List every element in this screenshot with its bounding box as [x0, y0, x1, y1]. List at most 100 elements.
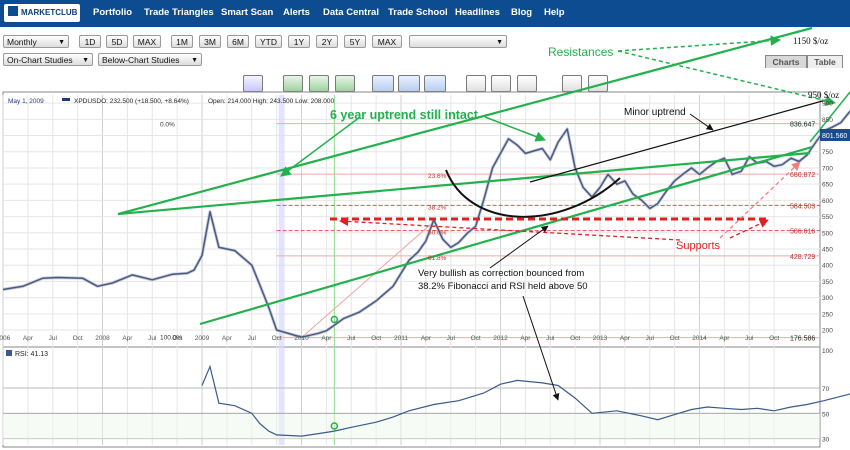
x-tick-label: Apr — [23, 335, 34, 342]
fib-value-label: 506.616 — [790, 229, 815, 236]
resistance-extension — [809, 91, 850, 143]
nav-portfolio[interactable]: Portfolio — [93, 7, 133, 18]
below-chart-studies-select[interactable]: Below-Chart Studies ▼ — [98, 53, 202, 66]
nav-help[interactable]: Help — [544, 7, 565, 18]
x-tick-label: 2008 — [95, 335, 110, 342]
nav-trade-triangles[interactable]: Trade Triangles — [144, 7, 214, 18]
chevron-down-icon: ▼ — [191, 57, 198, 64]
last-price-value: 801.560 — [822, 133, 847, 140]
correction-arc — [445, 169, 621, 218]
uptrend-arrow-right — [484, 116, 546, 142]
x-tick-label: 2010 — [294, 335, 309, 342]
x-tick-label: Jul — [347, 335, 356, 342]
x-tick-label: 2011 — [394, 335, 408, 342]
minor-uptrend-line — [529, 99, 827, 183]
nav-alerts[interactable]: Alerts — [283, 7, 310, 18]
x-tick-label: Oct — [471, 335, 481, 342]
y-tick-label: 450 — [822, 246, 833, 253]
range-button-ytd[interactable]: YTD — [255, 35, 282, 48]
y-tick-label: 350 — [822, 279, 833, 286]
x-tick-label: Jul — [745, 335, 754, 342]
on-chart-studies-select[interactable]: On-Chart Studies ▼ — [3, 53, 93, 66]
nav-blog[interactable]: Blog — [511, 7, 533, 18]
range-button-1y[interactable]: 1Y — [288, 35, 310, 48]
fib-level-label: 61.8% — [428, 255, 447, 262]
highlight-band — [278, 95, 285, 445]
y-tick-label: 650 — [822, 182, 833, 189]
y-tick-label: 250 — [822, 311, 833, 318]
x-tick-label: Apr — [620, 335, 631, 342]
comment-arrow-rsi — [522, 295, 560, 401]
nav-trade-school[interactable]: Trade School — [388, 7, 448, 18]
info-date: May 1, 2009 — [8, 98, 44, 105]
fib-level-label: 50.0% — [428, 230, 447, 237]
x-tick-label: Apr — [719, 335, 730, 342]
annotation-uptrend: 6 year uptrend still intact — [330, 108, 479, 122]
logo-icon — [8, 6, 18, 16]
rsi-legend-swatch — [6, 350, 12, 356]
x-tick-label: Jul — [447, 335, 456, 342]
on-chart-studies-label: On-Chart Studies — [7, 55, 73, 65]
y-tick-label: 300 — [822, 295, 833, 302]
price-signal-circle — [330, 315, 339, 324]
x-tick-label: Oct — [670, 335, 680, 342]
range-button-1d[interactable]: 1D — [79, 35, 101, 48]
rsi-tick-label: 30 — [822, 437, 830, 444]
x-tick-label: 2012 — [493, 335, 508, 342]
rsi-line — [201, 364, 850, 437]
below-chart-studies-label: Below-Chart Studies — [102, 55, 180, 65]
x-tick-label: 2009 — [195, 335, 210, 342]
period-select-value: Monthly — [7, 37, 37, 47]
fib-value-label: 836.647 — [790, 122, 815, 129]
x-tick-label: Oct — [272, 335, 282, 342]
range-button-6m[interactable]: 6M — [227, 35, 249, 48]
x-tick-label: Jul — [49, 335, 58, 342]
x-tick-label: Apr — [321, 335, 332, 342]
minor-uptrend-arrow — [689, 113, 714, 131]
range-button-5y[interactable]: 5Y — [344, 35, 366, 48]
x-tick-label: 2014 — [692, 335, 707, 342]
period-select[interactable]: Monthly ▼ — [3, 35, 69, 48]
marketclub-logo[interactable]: MARKETCLUB — [4, 4, 80, 22]
x-tick-label: Apr — [520, 335, 531, 342]
comment-arrow-price — [489, 225, 549, 269]
chevron-down-icon: ▼ — [58, 39, 65, 46]
x-tick-label: Jul — [148, 335, 157, 342]
nav-data-central[interactable]: Data Central — [323, 7, 379, 18]
x-tick-label: 2013 — [593, 335, 608, 342]
chevron-down-icon: ▼ — [82, 57, 89, 64]
last-price-badge — [820, 129, 850, 142]
rsi-tick-label: 70 — [822, 386, 830, 393]
fib-level-label: 23.6% — [428, 173, 447, 180]
range-button-3m[interactable]: 3M — [199, 35, 221, 48]
range-button-1m[interactable]: 1M — [171, 35, 193, 48]
range-button-max-intraday[interactable]: MAX — [133, 35, 161, 48]
x-tick-label: Oct — [570, 335, 580, 342]
annotation-supports: Supports — [676, 240, 721, 252]
fib-value-label: 584.503 — [790, 203, 815, 210]
x-tick-label: Apr — [222, 335, 233, 342]
range-button-5d[interactable]: 5D — [106, 35, 128, 48]
y-tick-label: 600 — [822, 198, 833, 205]
support-arrow-right — [729, 219, 769, 239]
info-symbol: XPDUSDO: 232.500 (+18.500, +8.64%) — [74, 98, 189, 105]
uptrend-arrow-left — [280, 116, 361, 177]
nav-smart-scan[interactable]: Smart Scan — [221, 7, 274, 18]
y-tick-label: 850 — [822, 117, 833, 124]
upper-channel-trendline — [117, 151, 811, 216]
y-tick-label: 900 — [822, 101, 833, 108]
extra-select[interactable]: ▼ — [409, 35, 507, 48]
rsi-tick-label: 100 — [822, 348, 833, 355]
x-tick-label: Oct — [769, 335, 779, 342]
tab-table[interactable]: Table — [807, 55, 843, 68]
nav-headlines[interactable]: Headlines — [455, 7, 500, 18]
y-tick-label: 700 — [822, 165, 833, 172]
x-tick-label: Jul — [248, 335, 257, 342]
x-tick-label: Oct — [371, 335, 381, 342]
y-tick-label: 750 — [822, 149, 833, 156]
range-button-max[interactable]: MAX — [372, 35, 402, 48]
tab-charts[interactable]: Charts — [765, 55, 807, 68]
top-navbar: MARKETCLUB Portfolio Trade Triangles Sma… — [0, 0, 850, 27]
range-button-2y[interactable]: 2Y — [316, 35, 338, 48]
